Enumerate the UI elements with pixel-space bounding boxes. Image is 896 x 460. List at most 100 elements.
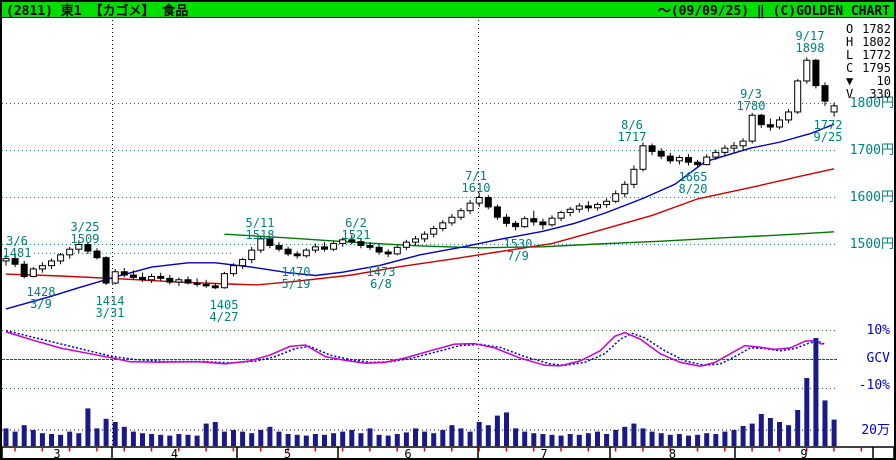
volume-bar (713, 434, 719, 446)
volume-bar (240, 431, 246, 446)
volume-bar (804, 378, 810, 446)
candle-up (38, 265, 46, 270)
volume-bar (276, 431, 282, 446)
candle-down (284, 248, 292, 255)
volume-bar (85, 408, 91, 446)
candle-down (84, 244, 92, 252)
candle-up (721, 147, 729, 153)
volume-bar (212, 422, 218, 446)
candle-up (630, 168, 638, 185)
volume-bar (385, 435, 391, 446)
candle-down (657, 150, 665, 157)
candle-up (703, 156, 711, 166)
volume-bar (21, 425, 27, 446)
candle-up (48, 260, 55, 267)
candle-down (157, 275, 165, 279)
candle-up (612, 193, 620, 202)
volume-bar (585, 433, 591, 446)
volume-bar (822, 400, 828, 446)
oscillator-axis-label: 10% (866, 323, 890, 338)
volume-bar (740, 426, 746, 446)
header-bar: (2811) 東1 【カゴメ】 食品 ～(09/09/25) ‖ (C)GOLD… (2, 2, 894, 19)
month-label: 3 (53, 447, 61, 460)
volume-bar (322, 434, 327, 446)
volume-bar (194, 435, 200, 446)
candle-down (512, 222, 520, 228)
volume-bar (58, 434, 64, 446)
volume-bar (540, 434, 546, 446)
volume-bar (567, 434, 573, 446)
volume-bar (686, 435, 691, 446)
volume-bar (558, 435, 564, 446)
candle-up (457, 210, 465, 218)
volume-bar (331, 433, 337, 446)
quote-label: L (846, 48, 854, 62)
candle-up (803, 59, 811, 82)
candle-down (275, 244, 283, 250)
volume-bar (149, 434, 155, 446)
volume-bar (649, 431, 655, 446)
price-annotation: 5/11 1518 (245, 216, 275, 242)
volume-bar (777, 422, 782, 446)
price-annotation: 9/17 1898 (795, 29, 825, 55)
candle-up (230, 265, 237, 275)
quote-value: 1795 (862, 61, 891, 75)
candle-up (712, 151, 720, 158)
candle-up (785, 111, 793, 121)
candle-up (475, 197, 483, 204)
candle-up (794, 80, 802, 113)
volume-bar (658, 433, 664, 446)
candle-up (311, 246, 319, 251)
candle-up (557, 212, 565, 219)
volume-bar (676, 434, 682, 446)
volume-bar (704, 433, 710, 446)
volume-bar (349, 430, 355, 446)
volume-bar (458, 428, 464, 446)
candle-down (293, 253, 301, 257)
volume-bar (431, 433, 437, 446)
volume-bar (39, 433, 45, 446)
candle-down (539, 221, 547, 226)
candle-down (321, 246, 328, 250)
candle-up (776, 119, 783, 128)
volume-bar (522, 431, 528, 446)
volume-bar (513, 428, 519, 446)
volume-bar (695, 434, 701, 446)
volume-bar (576, 434, 582, 446)
candle-up (302, 249, 310, 257)
candle-down (193, 282, 201, 285)
month-label: 9 (800, 447, 808, 460)
volume-bar (49, 434, 54, 446)
quote-row: C 1795 (846, 62, 891, 74)
candle-down (812, 59, 820, 87)
candle-up (448, 216, 456, 224)
price-annotation: 1470 5/19 (281, 265, 311, 291)
volume-bar (221, 431, 227, 446)
price-axis-label: 1500円 (849, 237, 894, 252)
candle-up (748, 114, 756, 142)
candle-down (202, 283, 210, 287)
price-axis-label: 1700円 (849, 143, 894, 158)
stock-title: (2811) 東1 【カゴメ】 食品 (6, 4, 189, 19)
oscillator-axis-label: -10% (858, 378, 890, 393)
candle-down (766, 124, 774, 128)
volume-bar (504, 412, 509, 446)
candle-down (648, 145, 656, 152)
price-annotation: 3/6 1481 (2, 234, 32, 260)
volume-bar (767, 418, 773, 446)
candle-up (148, 275, 156, 281)
quote-value: 330 (869, 87, 891, 101)
volume-bar (494, 415, 500, 446)
volume-bar (795, 410, 801, 446)
volume-bar (358, 433, 364, 446)
quote-row: L 1772 (846, 49, 891, 61)
candle-down (694, 161, 702, 166)
candle-up (239, 259, 247, 267)
price-axis-label: 1800円 (849, 96, 894, 111)
volume-bar (12, 431, 18, 446)
volume-bar (140, 433, 145, 446)
volume-bar (413, 428, 418, 446)
volume-bar (467, 431, 473, 446)
volume-bar (30, 430, 36, 446)
candle-up (430, 228, 438, 235)
